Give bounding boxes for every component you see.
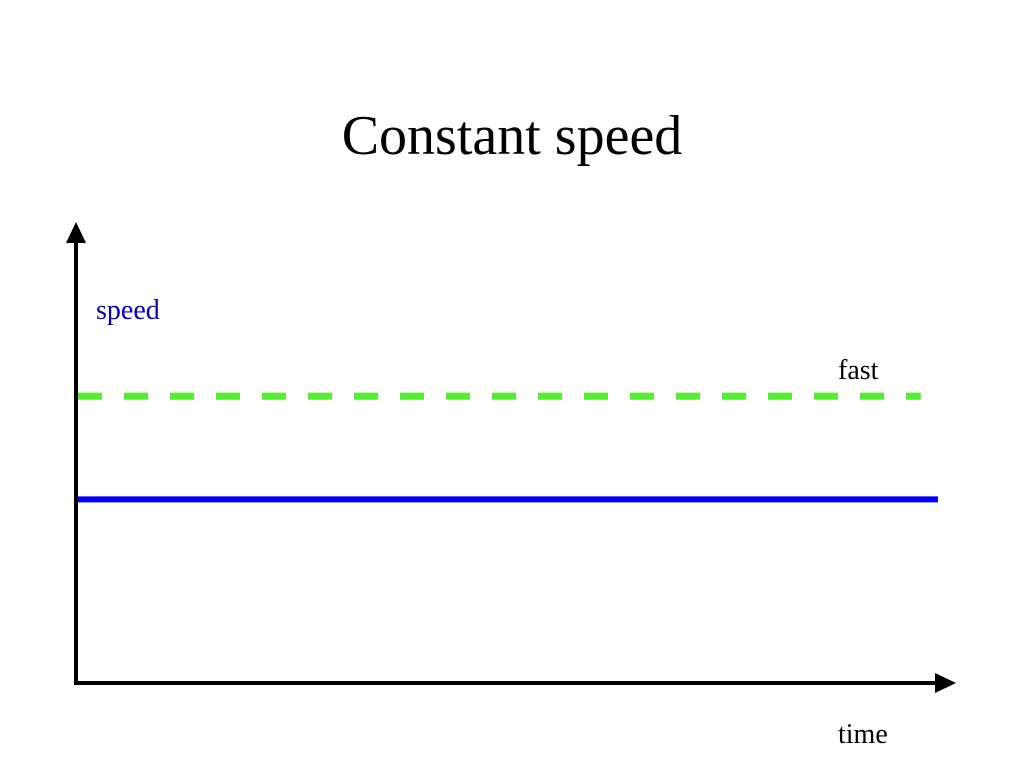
y-axis-arrow-icon — [66, 222, 86, 243]
series-label-fast: fast — [838, 355, 879, 386]
x-axis-label: time — [838, 719, 888, 750]
plot-area — [78, 392, 938, 503]
page-title: Constant speed — [341, 105, 683, 167]
x-axis-arrow-icon — [935, 673, 956, 693]
y-axis-label: speed — [96, 295, 160, 326]
